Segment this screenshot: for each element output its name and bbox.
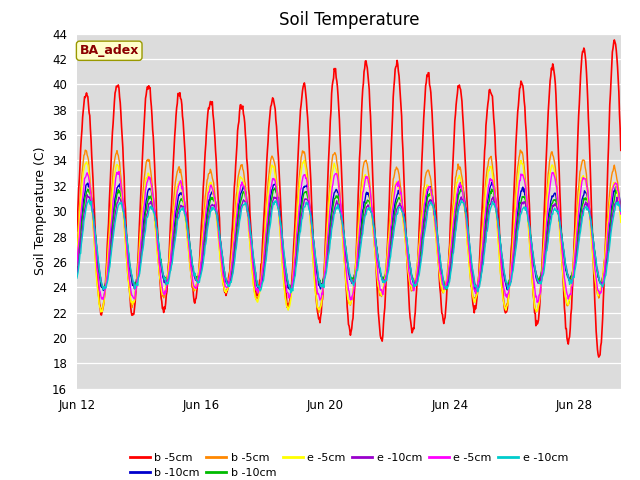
Y-axis label: Soil Temperature (C): Soil Temperature (C) — [33, 147, 47, 276]
Legend: b -5cm, b -10cm, b -5cm, b -10cm, e -5cm, e -10cm, e -5cm, e -10cm: b -5cm, b -10cm, b -5cm, b -10cm, e -5cm… — [125, 448, 573, 480]
Text: BA_adex: BA_adex — [79, 44, 139, 57]
Title: Soil Temperature: Soil Temperature — [278, 11, 419, 29]
